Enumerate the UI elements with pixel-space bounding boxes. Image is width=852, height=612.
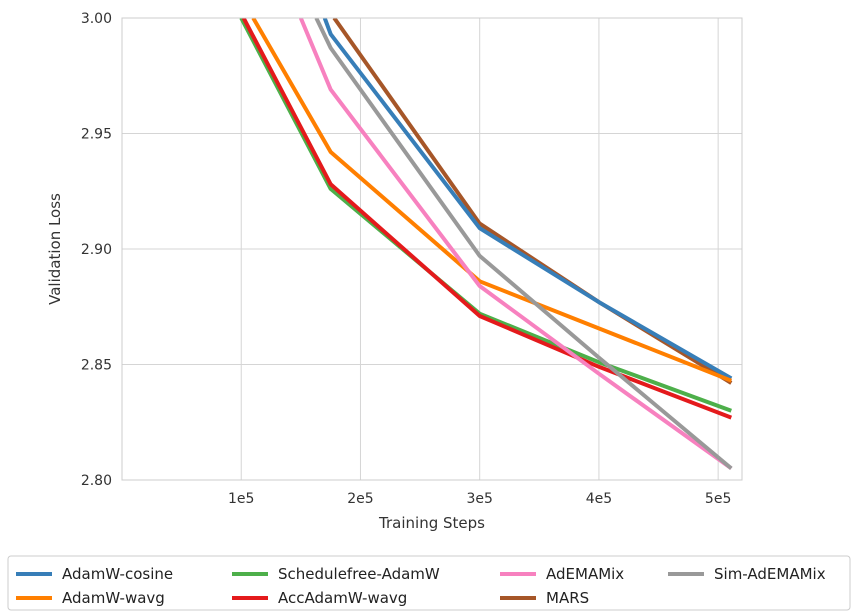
x-tick-label: 5e5 xyxy=(705,491,731,507)
y-tick-label: 2.90 xyxy=(81,242,112,258)
x-axis-label: Training Steps xyxy=(378,514,485,532)
legend-label-schedulefree-adamw: Schedulefree-AdamW xyxy=(278,565,440,583)
legend-box xyxy=(7,555,851,611)
series-line-adamw-cosine xyxy=(322,18,733,381)
series-line-ademamix xyxy=(298,18,733,471)
y-axis-label: Validation Loss xyxy=(46,193,64,305)
x-axis-ticks: 1e5 2e5 3e5 4e5 5e5 xyxy=(228,491,731,507)
y-tick-label: 3.00 xyxy=(81,11,112,27)
x-tick-label: 4e5 xyxy=(586,491,612,507)
x-tick-label: 2e5 xyxy=(347,491,373,507)
y-axis-ticks: 2.80 2.85 2.90 2.95 3.00 xyxy=(81,11,112,489)
y-tick-label: 2.80 xyxy=(81,473,112,489)
series-line-sim-ademamix xyxy=(314,18,733,470)
y-tick-label: 2.85 xyxy=(81,358,112,374)
legend: AdamW-cosine AdamW-wavg Schedulefree-AdamW… xyxy=(7,555,851,611)
y-tick-label: 2.95 xyxy=(81,127,112,143)
series-line-mars xyxy=(332,18,733,385)
x-tick-label: 1e5 xyxy=(228,491,254,507)
plot-frame xyxy=(121,17,743,481)
legend-label-adamw-wavg: AdamW-wavg xyxy=(62,589,165,607)
legend-label-mars: MARS xyxy=(546,589,589,607)
series-line-adamw-wavg xyxy=(251,18,733,383)
legend-label-adamw-cosine: AdamW-cosine xyxy=(62,565,173,583)
legend-label-ademamix: AdEMAMix xyxy=(546,565,624,583)
legend-label-sim-ademamix: Sim-AdEMAMix xyxy=(714,565,826,583)
series-layer xyxy=(239,18,733,471)
series-line-accadamw-wavg xyxy=(241,18,733,420)
legend-label-accadamw-wavg: AccAdamW-wavg xyxy=(278,589,407,607)
x-tick-label: 3e5 xyxy=(466,491,492,507)
